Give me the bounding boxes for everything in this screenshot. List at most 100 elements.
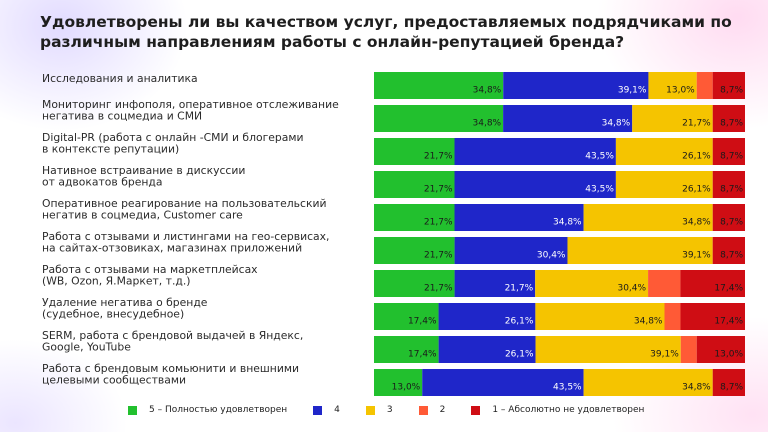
bar-segment (712, 171, 745, 198)
category-label: Исследования и аналитика (42, 72, 198, 85)
category-label: Работа с брендовым комьюнити и внешними (42, 362, 299, 375)
category-label: от адвокатов бренда (42, 176, 163, 189)
category-label: Работа с отзывами и листингами на гео-се… (42, 230, 330, 243)
data-label: 13,0% (714, 350, 743, 360)
bar-segment (374, 204, 455, 231)
bar-segment (535, 303, 665, 330)
legend-item: 3 (365, 405, 393, 415)
bar-segment (374, 105, 504, 132)
category-label: на сайтах-отзовиках, магазинах приложени… (42, 242, 302, 255)
bar-segment (503, 105, 633, 132)
legend-item: 4 (313, 405, 340, 415)
data-label: 17,4% (714, 284, 743, 294)
bar-row: Работа с отзывами на маркетплейсах(WB, O… (42, 263, 745, 297)
data-label: 8,7% (720, 119, 743, 129)
bar-segment (454, 138, 616, 165)
data-label: 34,8% (473, 119, 502, 129)
data-label: 21,7% (682, 119, 711, 129)
bar-row: Оперативное реагирование на пользователь… (42, 197, 745, 231)
legend-item: 5 – Полностью удовлетворен (128, 405, 287, 415)
data-label: 34,8% (602, 119, 631, 129)
data-label: 13,0% (392, 383, 421, 393)
bar-segment (422, 369, 584, 396)
category-label: целевыми сообществами (42, 374, 186, 387)
category-label: SERM, работа с брендовой выдачей в Яндек… (42, 329, 303, 342)
data-label: 21,7% (424, 218, 453, 228)
category-label: Мониторинг инфополя, оперативное отслежи… (42, 98, 339, 111)
category-label: (WB, Ozon, Я.Маркет, т.д.) (42, 275, 191, 288)
data-label: 26,1% (682, 185, 711, 195)
bar-segment (374, 303, 439, 330)
data-label: 39,1% (682, 251, 711, 261)
data-label: 30,4% (617, 284, 646, 294)
bar-segment (454, 171, 616, 198)
data-label: 43,5% (553, 383, 582, 393)
chart-legend: 5 – Полностью удовлетворен 4 3 2 1 – Абсолют… (128, 402, 670, 418)
bar-segment (696, 72, 713, 99)
bar-segment (648, 270, 681, 297)
bar-segment (374, 237, 455, 264)
data-label: 34,8% (682, 383, 711, 393)
data-label: 21,7% (424, 251, 453, 261)
data-label: 17,4% (714, 317, 743, 327)
data-label: 34,8% (553, 218, 582, 228)
data-label: 8,7% (720, 383, 743, 393)
bar-segment (583, 204, 713, 231)
bar-row: Исследования и аналитика 34,8% 39,1% 13,0% 8… (42, 72, 745, 99)
bar-row: Digital-PR (работа с онлайн -СМИ и блоге… (42, 131, 745, 165)
bar-row: SERM, работа с брендовой выдачей в Яндек… (42, 329, 745, 363)
data-label: 8,7% (720, 152, 743, 162)
bar-segment (680, 336, 697, 363)
category-label: Digital-PR (работа с онлайн -СМИ и блоге… (42, 131, 304, 144)
legend-label: 4 (334, 405, 340, 415)
data-label: 34,8% (473, 86, 502, 96)
bar-segment (535, 336, 681, 363)
bar-segment (583, 369, 713, 396)
bar-segment (664, 303, 681, 330)
bar-segment (680, 303, 745, 330)
bar-segment (374, 270, 455, 297)
legend-swatch (313, 405, 323, 415)
data-label: 17,4% (408, 317, 437, 327)
data-label: 8,7% (720, 218, 743, 228)
category-label: (судебное, внесудебное) (42, 308, 184, 321)
data-label: 26,1% (682, 152, 711, 162)
bar-segment (374, 369, 423, 396)
legend-label: 5 – Полностью удовлетворен (149, 405, 288, 415)
bar-row: Удаление негатива о бренде(судебное, вне… (42, 296, 745, 330)
bar-row: Работа с брендовым комьюнити и внешнимиц… (42, 362, 745, 396)
bar-segment (712, 138, 745, 165)
data-label: 34,8% (682, 218, 711, 228)
data-label: 26,1% (505, 317, 534, 327)
bar-row: Работа с отзывами и листингами на гео-се… (42, 230, 745, 264)
bar-segment (615, 171, 713, 198)
category-label: Удаление негатива о бренде (42, 296, 208, 309)
bar-segment (438, 336, 536, 363)
data-label: 30,4% (537, 251, 566, 261)
bar-segment (454, 204, 584, 231)
data-label: 17,4% (408, 350, 437, 360)
bar-segment (503, 72, 649, 99)
category-label: негатива в соцмедиа и СМИ (42, 110, 202, 123)
bar-segment (454, 237, 568, 264)
data-label: 39,1% (618, 86, 647, 96)
data-label: 13,0% (666, 86, 695, 96)
data-label: 21,7% (424, 152, 453, 162)
data-label: 43,5% (585, 152, 614, 162)
data-label: 21,7% (505, 284, 534, 294)
legend-swatch (365, 405, 375, 415)
category-label: Оперативное реагирование на пользователь… (42, 197, 327, 210)
bar-segment (567, 237, 713, 264)
bar-segment (438, 303, 536, 330)
legend-label: 1 – Абсолютно не удовлетворен (492, 405, 645, 415)
bar-segment (535, 270, 649, 297)
category-label: в контексте репутации) (42, 143, 179, 156)
data-label: 8,7% (720, 251, 743, 261)
bar-segment (454, 270, 536, 297)
bar-segment (374, 138, 455, 165)
legend-swatch (471, 405, 481, 415)
category-label: Работа с отзывами на маркетплейсах (42, 263, 258, 276)
bar-segment (615, 138, 713, 165)
bar-segment (712, 204, 745, 231)
bar-segment (712, 72, 745, 99)
